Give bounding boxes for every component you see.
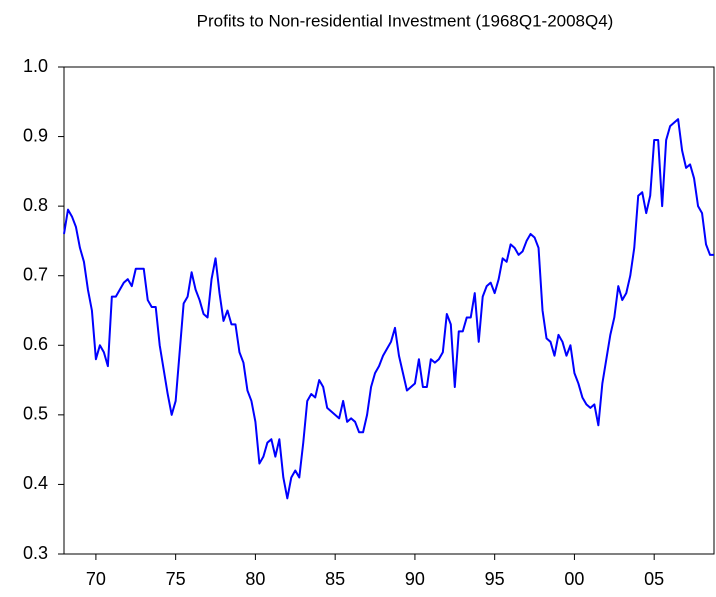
x-tick-label: 90 <box>405 569 425 589</box>
chart-title: Profits to Non-residential Investment (1… <box>197 11 614 30</box>
x-tick-label: 70 <box>86 569 106 589</box>
x-tick-label: 95 <box>485 569 505 589</box>
y-tick-label: 0.4 <box>23 473 48 493</box>
y-tick-label: 0.5 <box>23 404 48 424</box>
y-tick-label: 0.8 <box>23 195 48 215</box>
data-line <box>63 118 714 500</box>
x-tick-label: 05 <box>644 569 664 589</box>
y-tick-label: 1.0 <box>23 56 48 76</box>
x-tick-label: 00 <box>564 569 584 589</box>
y-tick-label: 0.6 <box>23 334 48 354</box>
x-tick-label: 75 <box>166 569 186 589</box>
y-tick-label: 0.3 <box>23 543 48 563</box>
x-tick-label: 80 <box>245 569 265 589</box>
plot-frame <box>63 66 715 555</box>
x-tick-label: 85 <box>325 569 345 589</box>
y-tick-label: 0.9 <box>23 125 48 145</box>
y-tick-label: 0.7 <box>23 264 48 284</box>
